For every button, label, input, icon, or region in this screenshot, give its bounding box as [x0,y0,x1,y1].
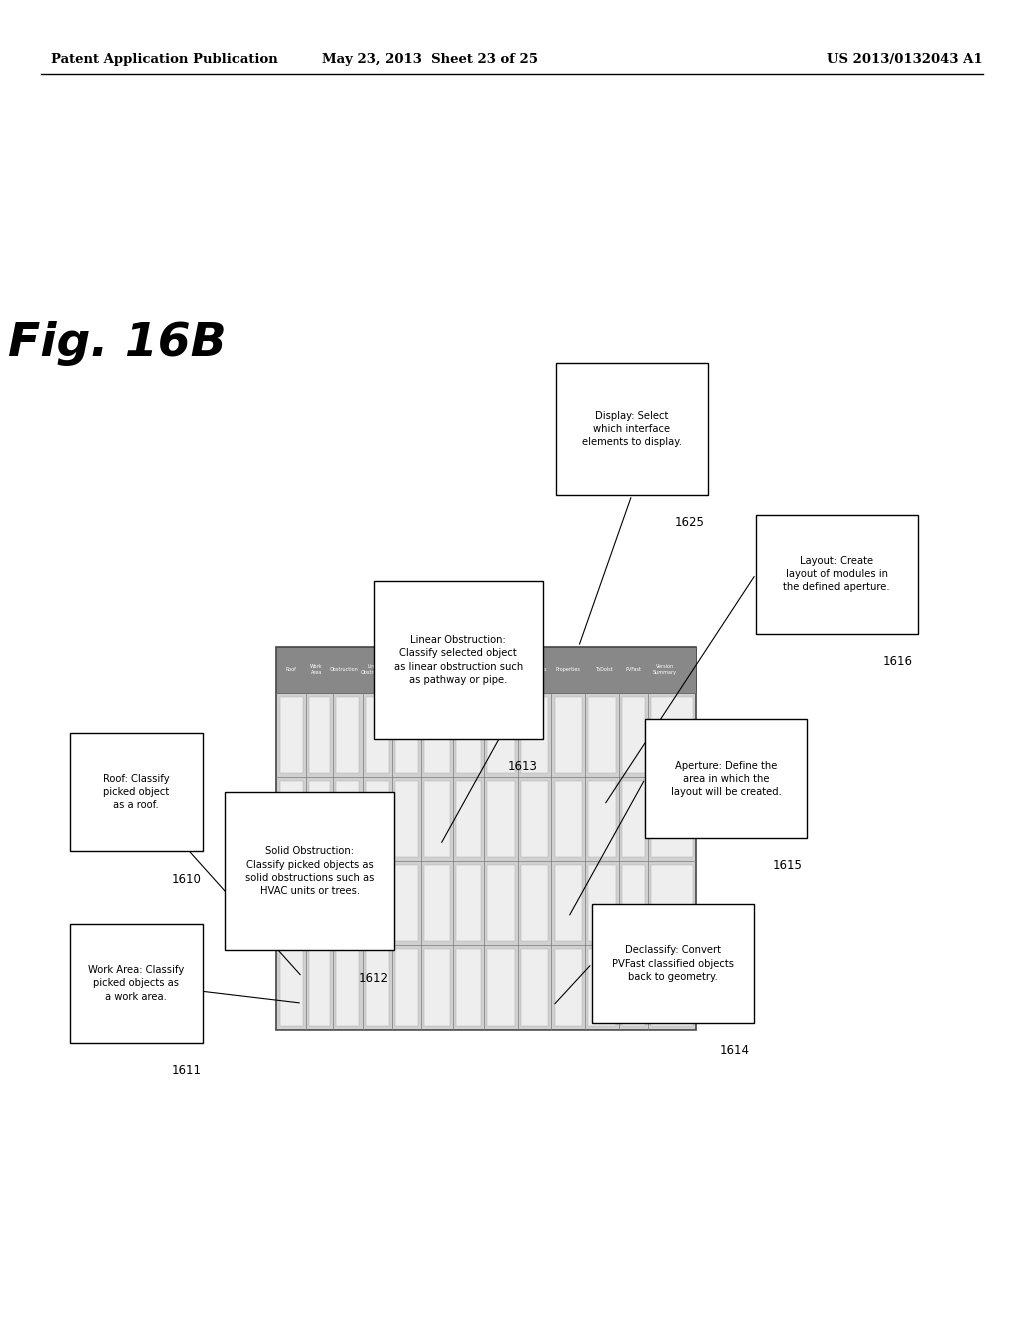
Bar [336,781,359,857]
Bar [651,865,693,941]
Bar [225,792,394,950]
Bar [280,781,303,857]
Text: Aperture: Define the
area in which the
layout will be created.: Aperture: Define the area in which the l… [671,760,781,797]
Bar [588,949,615,1026]
Bar [424,781,450,857]
Text: 1612: 1612 [359,972,389,985]
Text: Layout: Create
layout of modules in
the defined aperture.: Layout: Create layout of modules in the … [783,556,890,593]
Text: 1611: 1611 [172,1064,202,1077]
Bar [336,949,359,1026]
Bar [487,697,515,774]
Text: Work
Area: Work Area [310,664,323,675]
Bar [336,865,359,941]
Bar [651,781,693,857]
Bar [309,865,330,941]
Text: Linear
Obstruction: Linear Obstruction [360,664,389,675]
Bar [366,697,389,774]
Bar [395,781,418,857]
Bar [521,781,549,857]
Text: 1610: 1610 [172,873,202,886]
Text: Solid Obstruction:
Classify picked objects as
solid obstructions such as
HVAC un: Solid Obstruction: Classify picked objec… [245,846,375,896]
Bar [366,781,389,857]
Text: Linear Obstruction:
Classify selected object
as linear obstruction such
as pathw: Linear Obstruction: Classify selected ob… [393,635,523,685]
Bar [622,949,645,1026]
Text: 1625: 1625 [675,516,705,529]
Bar [555,781,582,857]
Bar [588,781,615,857]
Text: Aperture
Layout: Aperture Layout [425,664,446,675]
Bar [424,865,450,941]
Text: 1614: 1614 [719,1044,750,1057]
Bar [309,781,330,857]
Text: Obstruction: Obstruction [330,668,358,672]
Text: Classify: Classify [397,668,416,672]
Bar [424,949,450,1026]
Bar [555,949,582,1026]
Bar [374,581,543,739]
Bar [456,865,481,941]
Bar [645,719,807,838]
Text: Version
Summary: Version Summary [653,664,677,675]
Text: Roof: Roof [286,668,297,672]
Bar [280,697,303,774]
Text: Palettes: Palettes [527,668,547,672]
Text: May 23, 2013  Sheet 23 of 25: May 23, 2013 Sheet 23 of 25 [323,53,538,66]
Bar [395,949,418,1026]
Bar [622,781,645,857]
Bar [70,733,203,851]
Text: Patent Application Publication: Patent Application Publication [51,53,278,66]
Text: ToDolst: ToDolst [595,668,612,672]
Bar [588,865,615,941]
Bar [622,865,645,941]
Bar [456,949,481,1026]
Bar [280,865,303,941]
Bar [276,647,696,1030]
Bar [555,865,582,941]
Bar [309,697,330,774]
Bar [651,949,693,1026]
Text: US 2013/0132043 A1: US 2013/0132043 A1 [827,53,983,66]
Bar [366,865,389,941]
Bar [276,647,696,693]
Bar [555,697,582,774]
Bar [521,697,549,774]
Bar [456,697,481,774]
Text: 1616: 1616 [883,655,913,668]
Bar [487,781,515,857]
Bar [521,949,549,1026]
Bar [588,697,615,774]
Bar [556,363,708,495]
Text: Roof: Classify
picked object
as a roof.: Roof: Classify picked object as a roof. [102,774,170,810]
Text: 1613: 1613 [508,760,538,774]
Text: PVFast: PVFast [626,668,641,672]
Bar [395,697,418,774]
Bar [366,949,389,1026]
Text: 1615: 1615 [772,859,803,873]
Text: Declassify: Declassify [488,668,513,672]
Text: Create: Create [460,668,476,672]
Bar [651,697,693,774]
Bar [395,865,418,941]
Bar [756,515,918,634]
Bar [280,949,303,1026]
Bar [424,697,450,774]
Text: Work Area: Classify
picked objects as
a work area.: Work Area: Classify picked objects as a … [88,965,184,1002]
Text: Fig. 16B: Fig. 16B [8,321,227,366]
Bar [521,865,549,941]
Bar [456,781,481,857]
Text: Display: Select
which interface
elements to display.: Display: Select which interface elements… [582,411,682,447]
Bar [592,904,754,1023]
Text: Properties: Properties [556,668,581,672]
Bar [487,949,515,1026]
Bar [487,865,515,941]
Bar [70,924,203,1043]
Bar [336,697,359,774]
Bar [309,949,330,1026]
Text: Declassify: Convert
PVFast classified objects
back to geometry.: Declassify: Convert PVFast classified ob… [611,945,734,982]
Bar [622,697,645,774]
